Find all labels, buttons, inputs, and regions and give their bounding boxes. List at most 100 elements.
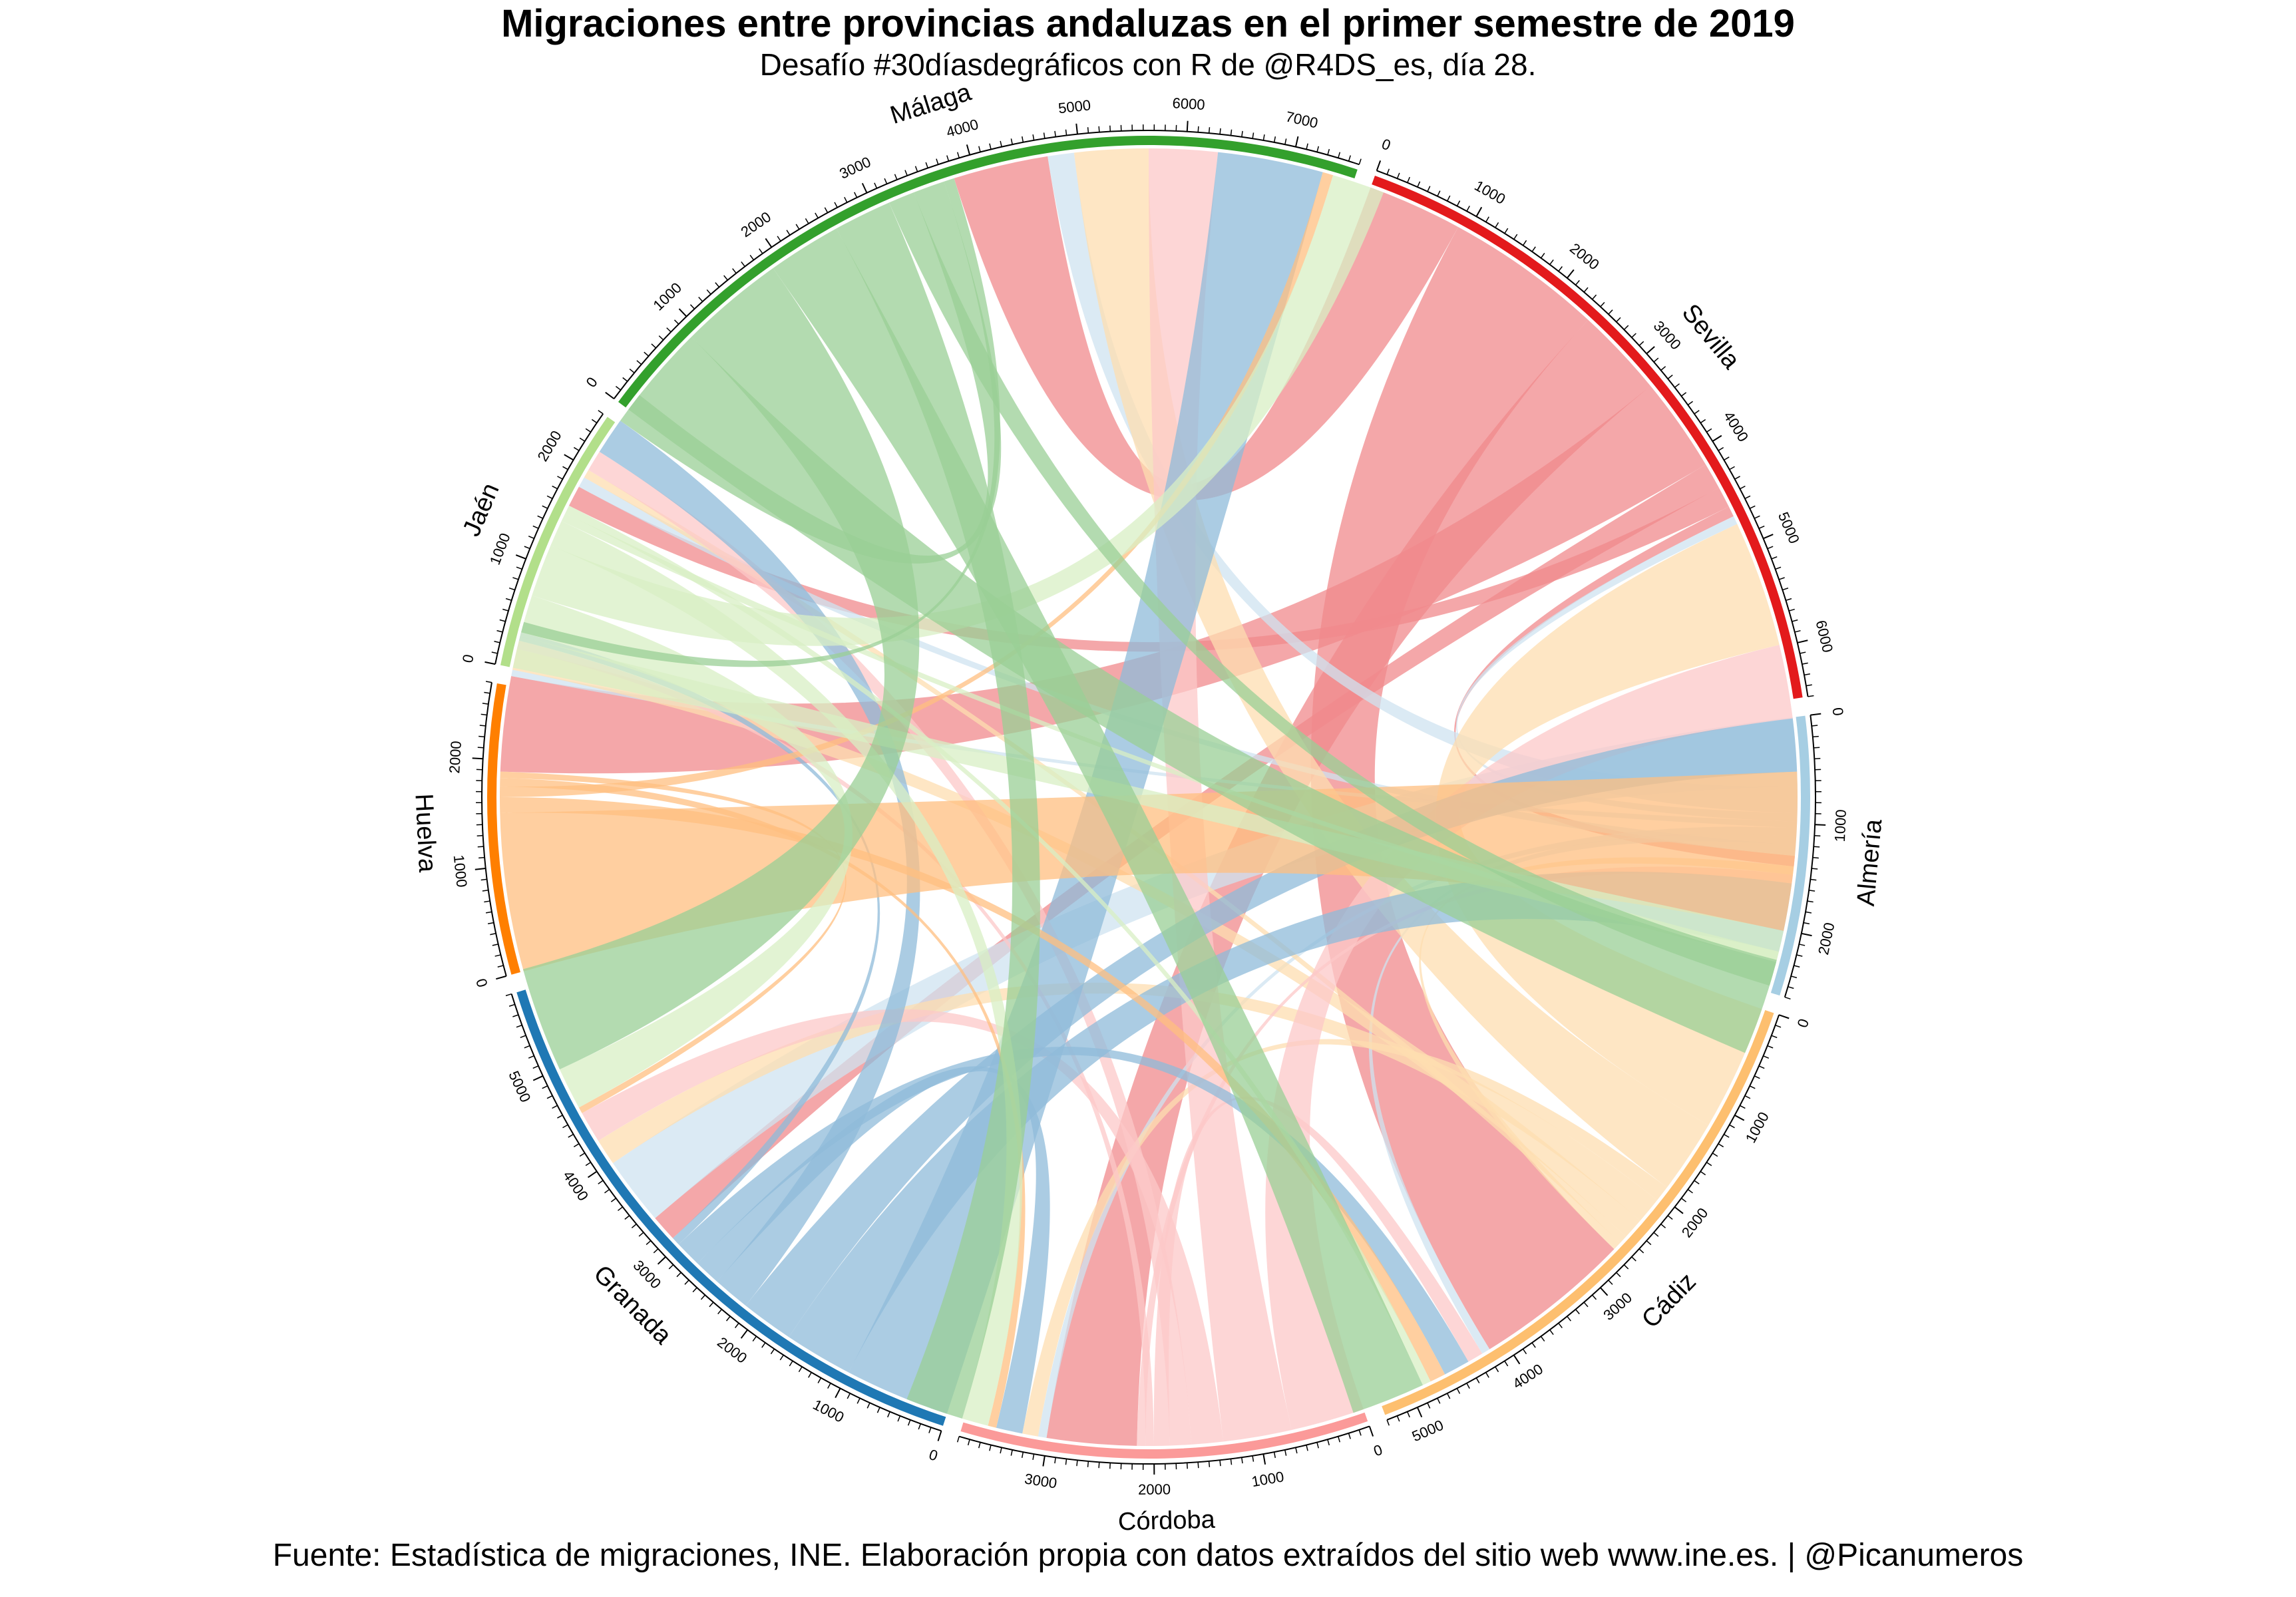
- minor-tick: [1456, 1388, 1461, 1394]
- minor-tick: [528, 536, 534, 539]
- minor-tick: [505, 993, 512, 997]
- minor-tick: [928, 1427, 932, 1433]
- major-tick: [496, 975, 507, 980]
- minor-tick: [1437, 190, 1441, 197]
- minor-tick: [1796, 954, 1803, 957]
- minor-tick: [1687, 1188, 1693, 1194]
- minor-tick: [484, 691, 490, 694]
- minor-tick: [497, 965, 504, 968]
- minor-tick: [585, 1162, 592, 1166]
- minor-tick: [1485, 216, 1489, 222]
- tick-label: 1000: [1742, 1109, 1772, 1146]
- major-tick: [587, 1170, 598, 1178]
- chord-links: [500, 148, 1798, 1446]
- minor-tick: [1788, 986, 1794, 989]
- minor-tick: [546, 1095, 553, 1099]
- minor-tick: [684, 1280, 689, 1285]
- major-tick: [678, 308, 687, 317]
- minor-tick: [508, 587, 515, 591]
- minor-tick: [658, 335, 664, 341]
- minor-tick: [1782, 588, 1789, 591]
- minor-tick: [598, 1180, 604, 1184]
- minor-tick: [1010, 138, 1013, 145]
- minor-tick: [715, 282, 720, 287]
- minor-tick: [1284, 138, 1287, 145]
- minor-tick: [1805, 911, 1812, 914]
- minor-tick: [1767, 1045, 1774, 1049]
- minor-tick: [1456, 200, 1461, 206]
- major-tick: [835, 1387, 841, 1399]
- minor-tick: [866, 1402, 870, 1409]
- major-tick: [966, 144, 971, 156]
- minor-tick: [542, 1085, 548, 1089]
- minor-tick: [914, 166, 918, 172]
- minor-tick: [956, 1436, 960, 1443]
- major-tick: [1376, 160, 1382, 171]
- minor-tick: [1804, 673, 1811, 676]
- minor-tick: [573, 1143, 580, 1148]
- minor-tick: [857, 1397, 861, 1404]
- tick-label: 5000: [505, 1068, 534, 1105]
- minor-tick: [1802, 662, 1808, 665]
- minor-tick: [477, 747, 484, 749]
- minor-tick: [502, 608, 509, 612]
- minor-tick: [492, 944, 498, 946]
- major-tick: [475, 868, 486, 870]
- minor-tick: [1087, 1461, 1089, 1467]
- minor-tick: [1219, 1460, 1221, 1467]
- minor-tick: [1706, 1162, 1712, 1166]
- minor-tick: [499, 619, 506, 622]
- minor-tick: [1754, 1075, 1760, 1079]
- major-tick: [1712, 435, 1722, 443]
- sector-almería: 0 1000 2000 Almería: [1770, 707, 1887, 999]
- minor-tick: [524, 546, 530, 550]
- minor-tick: [1241, 1457, 1243, 1464]
- minor-tick: [1010, 1449, 1013, 1456]
- major-tick: [1368, 1426, 1374, 1437]
- minor-tick: [1775, 1024, 1782, 1028]
- minor-tick: [1794, 629, 1801, 633]
- minor-tick: [505, 598, 512, 601]
- minor-tick: [496, 629, 503, 633]
- minor-tick: [524, 1045, 530, 1049]
- minor-tick: [1109, 125, 1111, 132]
- minor-tick: [646, 1240, 652, 1246]
- minor-tick: [1306, 1445, 1308, 1451]
- minor-tick: [516, 566, 522, 570]
- tick-label: 1000: [1250, 1468, 1286, 1490]
- tick-label: 5000: [1775, 510, 1803, 546]
- chord-link-granada-córdoba: [697, 1066, 1050, 1434]
- minor-tick: [1700, 1170, 1706, 1176]
- tick-label: 0: [473, 977, 490, 989]
- minor-tick: [1591, 1294, 1597, 1300]
- major-tick: [740, 1329, 749, 1339]
- minor-tick: [1273, 1451, 1276, 1459]
- chord-link-málaga-jaén: [620, 181, 1002, 564]
- minor-tick: [1558, 266, 1563, 272]
- minor-tick: [1623, 1264, 1629, 1270]
- tick-label: 2000: [738, 208, 775, 240]
- major-tick: [1674, 1206, 1684, 1214]
- tick-label: 3000: [1650, 317, 1684, 353]
- minor-tick: [490, 933, 496, 936]
- chord-link-málaga-granada: [522, 268, 920, 1070]
- minor-tick: [1252, 132, 1254, 139]
- minor-tick: [789, 1360, 793, 1367]
- minor-tick: [568, 1134, 574, 1138]
- minor-tick: [1197, 126, 1199, 132]
- minor-tick: [1447, 195, 1451, 202]
- minor-tick: [808, 1372, 812, 1378]
- minor-tick: [636, 360, 642, 365]
- minor-tick: [604, 1188, 610, 1194]
- minor-tick: [700, 1294, 705, 1300]
- minor-tick: [1540, 253, 1545, 259]
- minor-tick: [827, 1383, 831, 1389]
- minor-tick: [1667, 1215, 1673, 1220]
- chord-link-málaga-cádiz: [773, 228, 1423, 1413]
- tick-label: 0: [1380, 135, 1393, 154]
- chart-caption: Fuente: Estadística de migraciones, INE.…: [272, 1538, 2024, 1573]
- minor-tick: [1558, 1322, 1563, 1328]
- major-tick: [1763, 534, 1774, 540]
- minor-tick: [1219, 128, 1221, 134]
- minor-tick: [689, 304, 695, 309]
